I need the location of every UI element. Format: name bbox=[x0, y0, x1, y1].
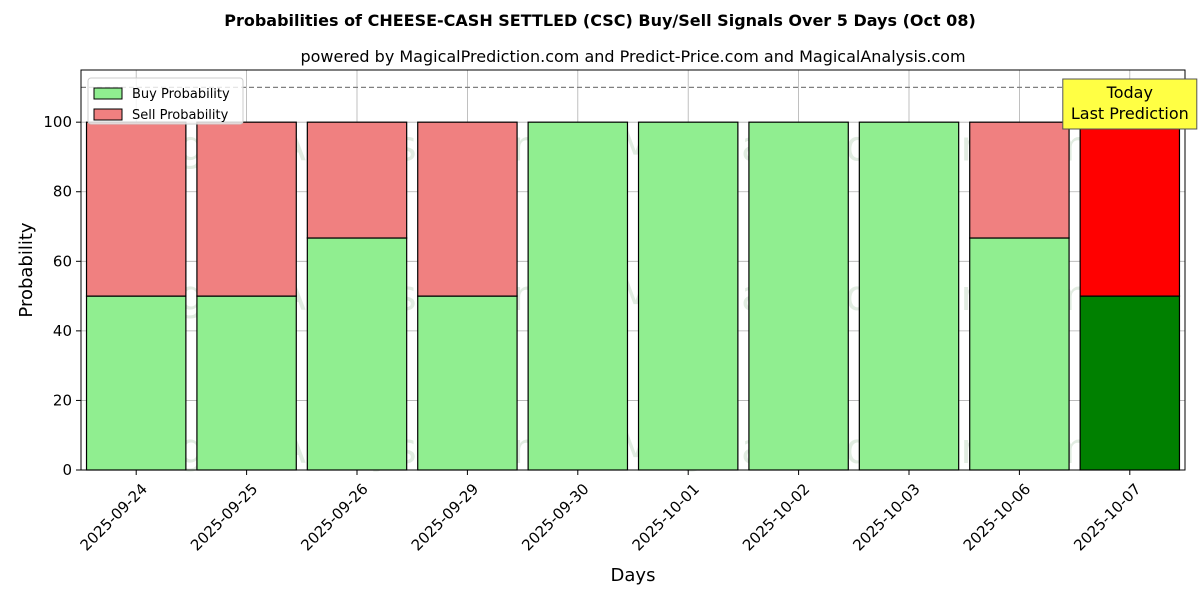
x-tick-label: 2025-10-06 bbox=[960, 480, 1034, 554]
x-axis-label: Days bbox=[611, 565, 656, 586]
chart-title: Probabilities of CHEESE-CASH SETTLED (CS… bbox=[224, 11, 976, 30]
chart-subtitle: powered by MagicalPrediction.com and Pre… bbox=[300, 47, 965, 66]
buy-bar bbox=[858, 121, 960, 471]
y-axis-label: Probability bbox=[16, 222, 37, 317]
buy-bar bbox=[306, 237, 408, 471]
buy-bar bbox=[85, 295, 187, 471]
sell-bar bbox=[85, 121, 187, 297]
legend-swatch bbox=[93, 108, 123, 121]
y-tick-label: 0 bbox=[62, 461, 72, 479]
x-tick-label: 2025-09-25 bbox=[187, 480, 261, 554]
y-tick-label: 60 bbox=[53, 252, 72, 270]
plot-frame bbox=[80, 69, 1186, 471]
buy-bar bbox=[748, 121, 849, 471]
legend-label: Buy Probability bbox=[132, 87, 230, 102]
x-tick-label: 2025-10-01 bbox=[629, 480, 703, 554]
y-tick-label: 20 bbox=[53, 391, 72, 409]
y-tick-label: 100 bbox=[43, 113, 72, 131]
sell-bar bbox=[969, 121, 1070, 239]
x-tick-label: 2025-10-03 bbox=[849, 480, 923, 554]
bars bbox=[85, 121, 1181, 471]
buy-bar bbox=[1079, 295, 1181, 471]
x-tick-label: 2025-09-29 bbox=[408, 480, 482, 554]
legend-box bbox=[87, 77, 244, 125]
x-tick-label: 2025-10-02 bbox=[739, 480, 813, 554]
sell-bar bbox=[417, 121, 518, 297]
buy-bar bbox=[417, 295, 518, 471]
x-tick-label: 2025-09-26 bbox=[297, 480, 371, 554]
y-tick-label: 40 bbox=[53, 322, 72, 340]
sell-bar bbox=[196, 121, 297, 297]
legend-label: Sell Probability bbox=[132, 108, 229, 123]
annotation-text: Today bbox=[1106, 83, 1153, 102]
annotation-text: Last Prediction bbox=[1071, 104, 1189, 123]
today-annotation: Today Last Prediction bbox=[1062, 78, 1198, 130]
axes bbox=[80, 69, 1186, 471]
x-tick-label: 2025-09-30 bbox=[518, 480, 592, 554]
buy-bar bbox=[527, 121, 629, 471]
legend-swatch bbox=[93, 87, 123, 100]
y-tick-label: 80 bbox=[53, 183, 72, 201]
buy-bar bbox=[637, 121, 739, 471]
sell-bar bbox=[306, 121, 408, 239]
x-tick-label: 2025-10-07 bbox=[1070, 480, 1144, 554]
annotation-box bbox=[1062, 78, 1198, 130]
x-tick-label: 2025-09-24 bbox=[77, 480, 151, 554]
buy-bar bbox=[969, 237, 1070, 471]
buy-bar bbox=[196, 295, 297, 471]
legend: Buy Probability Sell Probability bbox=[87, 77, 244, 125]
sell-bar bbox=[1079, 121, 1181, 297]
